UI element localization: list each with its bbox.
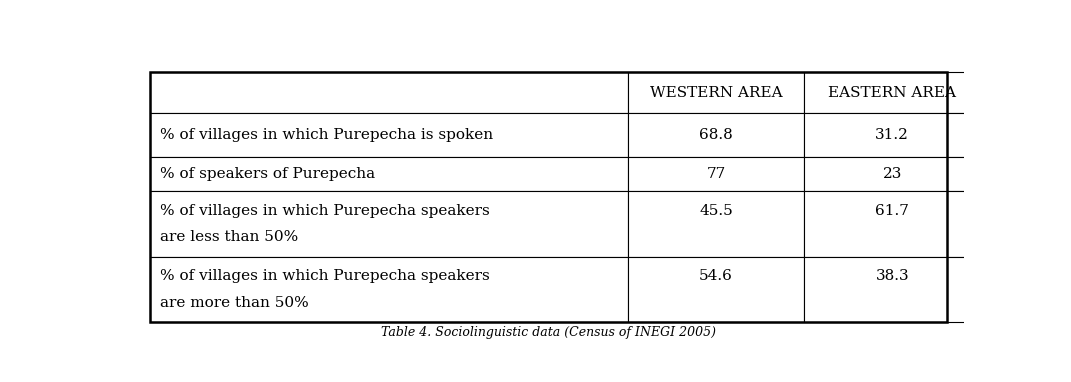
Bar <box>628 113 804 157</box>
Text: % of villages in which Purepecha is spoken: % of villages in which Purepecha is spok… <box>161 128 494 142</box>
Text: % of villages in which Purepecha speakers: % of villages in which Purepecha speaker… <box>161 269 491 283</box>
Bar <box>150 157 628 191</box>
Text: 61.7: 61.7 <box>875 204 909 218</box>
Bar <box>804 257 981 322</box>
Text: EASTERN AREA: EASTERN AREA <box>828 86 956 100</box>
Bar <box>150 113 628 157</box>
Bar <box>804 191 981 257</box>
Text: Table 4. Sociolinguistic data (Census of INEGI 2005): Table 4. Sociolinguistic data (Census of… <box>381 325 716 338</box>
Bar <box>150 72 948 322</box>
Text: are more than 50%: are more than 50% <box>161 296 310 310</box>
Text: 31.2: 31.2 <box>875 128 909 142</box>
Bar <box>628 72 804 113</box>
Bar <box>150 72 628 113</box>
Bar <box>804 72 981 113</box>
Text: 54.6: 54.6 <box>699 269 733 283</box>
Text: are less than 50%: are less than 50% <box>161 230 299 244</box>
Bar <box>804 113 981 157</box>
Text: % of speakers of Purepecha: % of speakers of Purepecha <box>161 167 376 181</box>
Bar <box>804 157 981 191</box>
Bar <box>150 257 628 322</box>
Bar <box>628 257 804 322</box>
Text: 68.8: 68.8 <box>699 128 733 142</box>
Text: % of villages in which Purepecha speakers: % of villages in which Purepecha speaker… <box>161 204 491 218</box>
Text: 38.3: 38.3 <box>875 269 909 283</box>
Text: 77: 77 <box>706 167 725 181</box>
Text: 45.5: 45.5 <box>699 204 733 218</box>
Bar <box>150 191 628 257</box>
Bar <box>628 157 804 191</box>
Text: 23: 23 <box>883 167 902 181</box>
Text: WESTERN AREA: WESTERN AREA <box>650 86 782 100</box>
Bar <box>628 191 804 257</box>
